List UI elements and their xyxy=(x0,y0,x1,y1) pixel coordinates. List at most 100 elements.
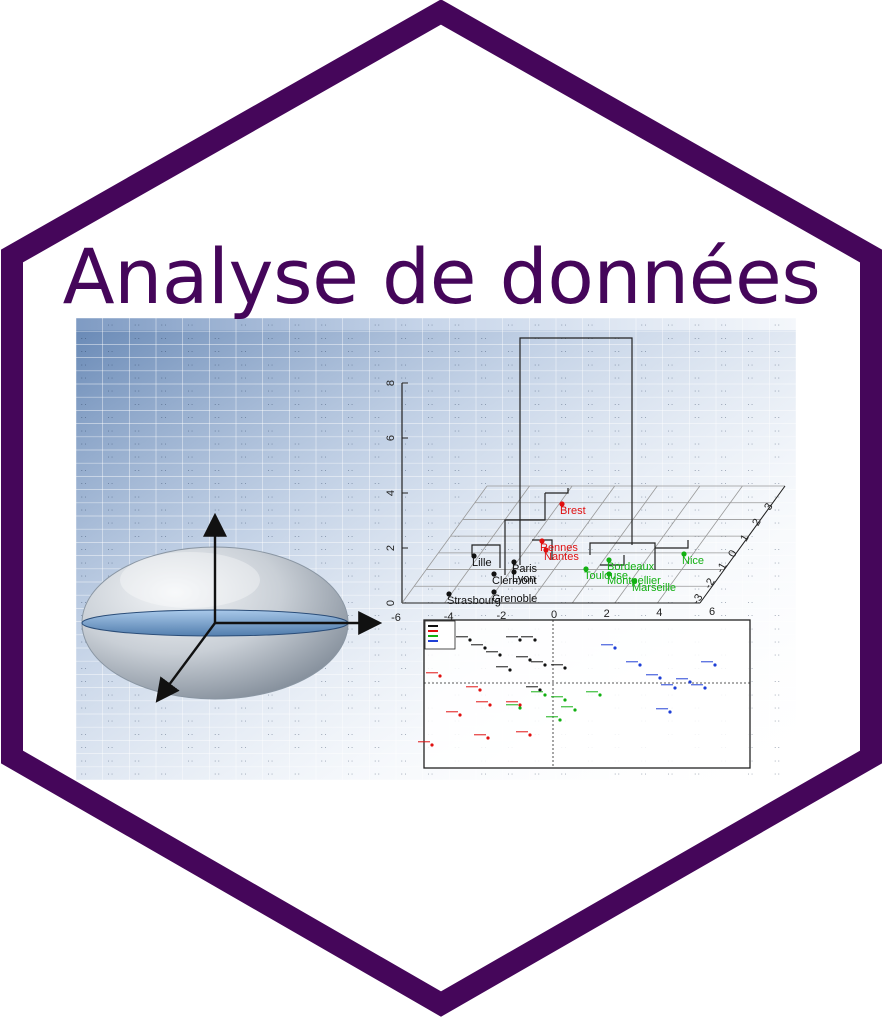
table-cell-glyph: ·· xyxy=(560,507,567,514)
table-cell-glyph: ·· xyxy=(240,388,247,395)
table-cell-glyph: ·· xyxy=(773,639,780,646)
table-cell-glyph: ·· xyxy=(400,322,407,329)
table-cell-glyph: ·· xyxy=(427,547,434,554)
table-cell-glyph: ·· xyxy=(560,454,567,461)
table-cell-glyph: ·· xyxy=(533,560,540,567)
x-tick-label: -2 xyxy=(496,610,506,622)
table-cell-glyph: ·· xyxy=(107,692,114,699)
table-cell-glyph: ·· xyxy=(533,573,540,580)
table-cell-glyph: ·· xyxy=(613,547,620,554)
table-cell-glyph: ·· xyxy=(373,560,380,567)
table-cell-glyph: ·· xyxy=(533,586,540,593)
table-cell-glyph: ·· xyxy=(427,573,434,580)
table-cell-glyph: ·· xyxy=(533,428,540,435)
table-cell-glyph: ·· xyxy=(613,494,620,501)
table-cell-glyph: ·· xyxy=(400,560,407,567)
table-cell-glyph: ·· xyxy=(347,533,354,540)
z-tick-label: 8 xyxy=(385,380,397,386)
table-cell-glyph: ·· xyxy=(133,441,140,448)
table-cell-glyph: ·· xyxy=(720,335,727,342)
table-cell-glyph: ·· xyxy=(267,692,274,699)
table-cell-glyph: ·· xyxy=(133,388,140,395)
table-cell-glyph: ·· xyxy=(400,428,407,435)
table-cell-glyph: ·· xyxy=(533,441,540,448)
table-cell-glyph: ·· xyxy=(533,771,540,778)
table-cell-glyph: ·· xyxy=(160,441,167,448)
table-cell-glyph: ·· xyxy=(320,428,327,435)
table-cell-glyph: ·· xyxy=(480,481,487,488)
x-tick-label: 6 xyxy=(709,606,715,618)
table-cell-glyph: ·· xyxy=(427,467,434,474)
city-point-toulouse xyxy=(583,566,589,572)
table-cell-glyph: ·· xyxy=(613,375,620,382)
table-cell-glyph: ·· xyxy=(480,573,487,580)
scatter-point xyxy=(703,686,707,690)
table-cell-glyph: ·· xyxy=(213,494,220,501)
table-cell-glyph: ·· xyxy=(747,547,754,554)
table-cell-glyph: ·· xyxy=(693,322,700,329)
scatter-point xyxy=(613,646,617,650)
table-cell-glyph: ·· xyxy=(480,349,487,356)
table-cell-glyph: ·· xyxy=(240,758,247,765)
table-cell-glyph: ·· xyxy=(720,586,727,593)
table-cell-glyph: ·· xyxy=(720,560,727,567)
y-tick-label: 3 xyxy=(762,501,775,512)
city-label-rennes: Rennes xyxy=(540,542,578,554)
table-cell-glyph: ·· xyxy=(507,375,514,382)
table-cell-glyph: ·· xyxy=(213,349,220,356)
table-cell-glyph: ·· xyxy=(347,573,354,580)
table-cell-glyph: ·· xyxy=(560,613,567,620)
table-cell-glyph: ·· xyxy=(293,507,300,514)
table-cell-glyph: ·· xyxy=(373,362,380,369)
table-cell-glyph: ·· xyxy=(107,547,114,554)
table-cell-glyph: ·· xyxy=(293,415,300,422)
y-tick-label: 0 xyxy=(726,548,739,559)
table-cell-glyph: ·· xyxy=(347,745,354,752)
table-cell-glyph: ·· xyxy=(267,401,274,408)
table-cell-glyph: ·· xyxy=(80,665,87,672)
table-cell-glyph: ·· xyxy=(107,507,114,514)
scatter-point xyxy=(563,698,567,702)
y-tick-label: 2 xyxy=(750,517,763,528)
z-tick-label: 2 xyxy=(385,545,397,551)
table-cell-glyph: ·· xyxy=(347,481,354,488)
scatter-point xyxy=(558,718,562,722)
table-cell-glyph: ·· xyxy=(427,454,434,461)
table-cell-glyph: ·· xyxy=(133,467,140,474)
table-cell-glyph: ·· xyxy=(533,467,540,474)
table-cell-glyph: ·· xyxy=(747,335,754,342)
scatter-point xyxy=(486,736,490,740)
table-cell-glyph: ·· xyxy=(667,586,674,593)
table-cell-glyph: ·· xyxy=(187,533,194,540)
table-cell-glyph: ·· xyxy=(773,652,780,659)
table-cell-glyph: ·· xyxy=(293,454,300,461)
table-cell-glyph: ·· xyxy=(293,441,300,448)
table-cell-glyph: ·· xyxy=(400,494,407,501)
scatter-point xyxy=(563,666,567,670)
table-cell-glyph: ·· xyxy=(773,415,780,422)
z-tick-label: 4 xyxy=(385,490,397,496)
table-cell-glyph: ·· xyxy=(373,639,380,646)
table-cell-glyph: ·· xyxy=(773,718,780,725)
table-cell-glyph: ·· xyxy=(187,494,194,501)
z-tick-label: 0 xyxy=(385,600,397,606)
table-cell-glyph: ·· xyxy=(107,349,114,356)
table-cell-glyph: ·· xyxy=(480,362,487,369)
table-cell-glyph: ·· xyxy=(133,507,140,514)
table-cell-glyph: ·· xyxy=(667,388,674,395)
table-cell-glyph: ·· xyxy=(187,335,194,342)
table-cell-glyph: ·· xyxy=(747,375,754,382)
scatter-point xyxy=(533,638,537,642)
table-cell-glyph: ·· xyxy=(347,560,354,567)
city-point-strasbourg xyxy=(446,591,452,597)
table-cell-glyph: ·· xyxy=(187,758,194,765)
table-cell-glyph: ·· xyxy=(160,454,167,461)
table-cell-glyph: ·· xyxy=(480,560,487,567)
table-cell-glyph: ·· xyxy=(347,758,354,765)
table-cell-glyph: ·· xyxy=(400,665,407,672)
table-cell-glyph: ·· xyxy=(693,441,700,448)
city-point-nantes xyxy=(543,547,549,553)
table-cell-glyph: ·· xyxy=(747,560,754,567)
table-cell-glyph: ·· xyxy=(347,467,354,474)
table-cell-glyph: ·· xyxy=(187,388,194,395)
